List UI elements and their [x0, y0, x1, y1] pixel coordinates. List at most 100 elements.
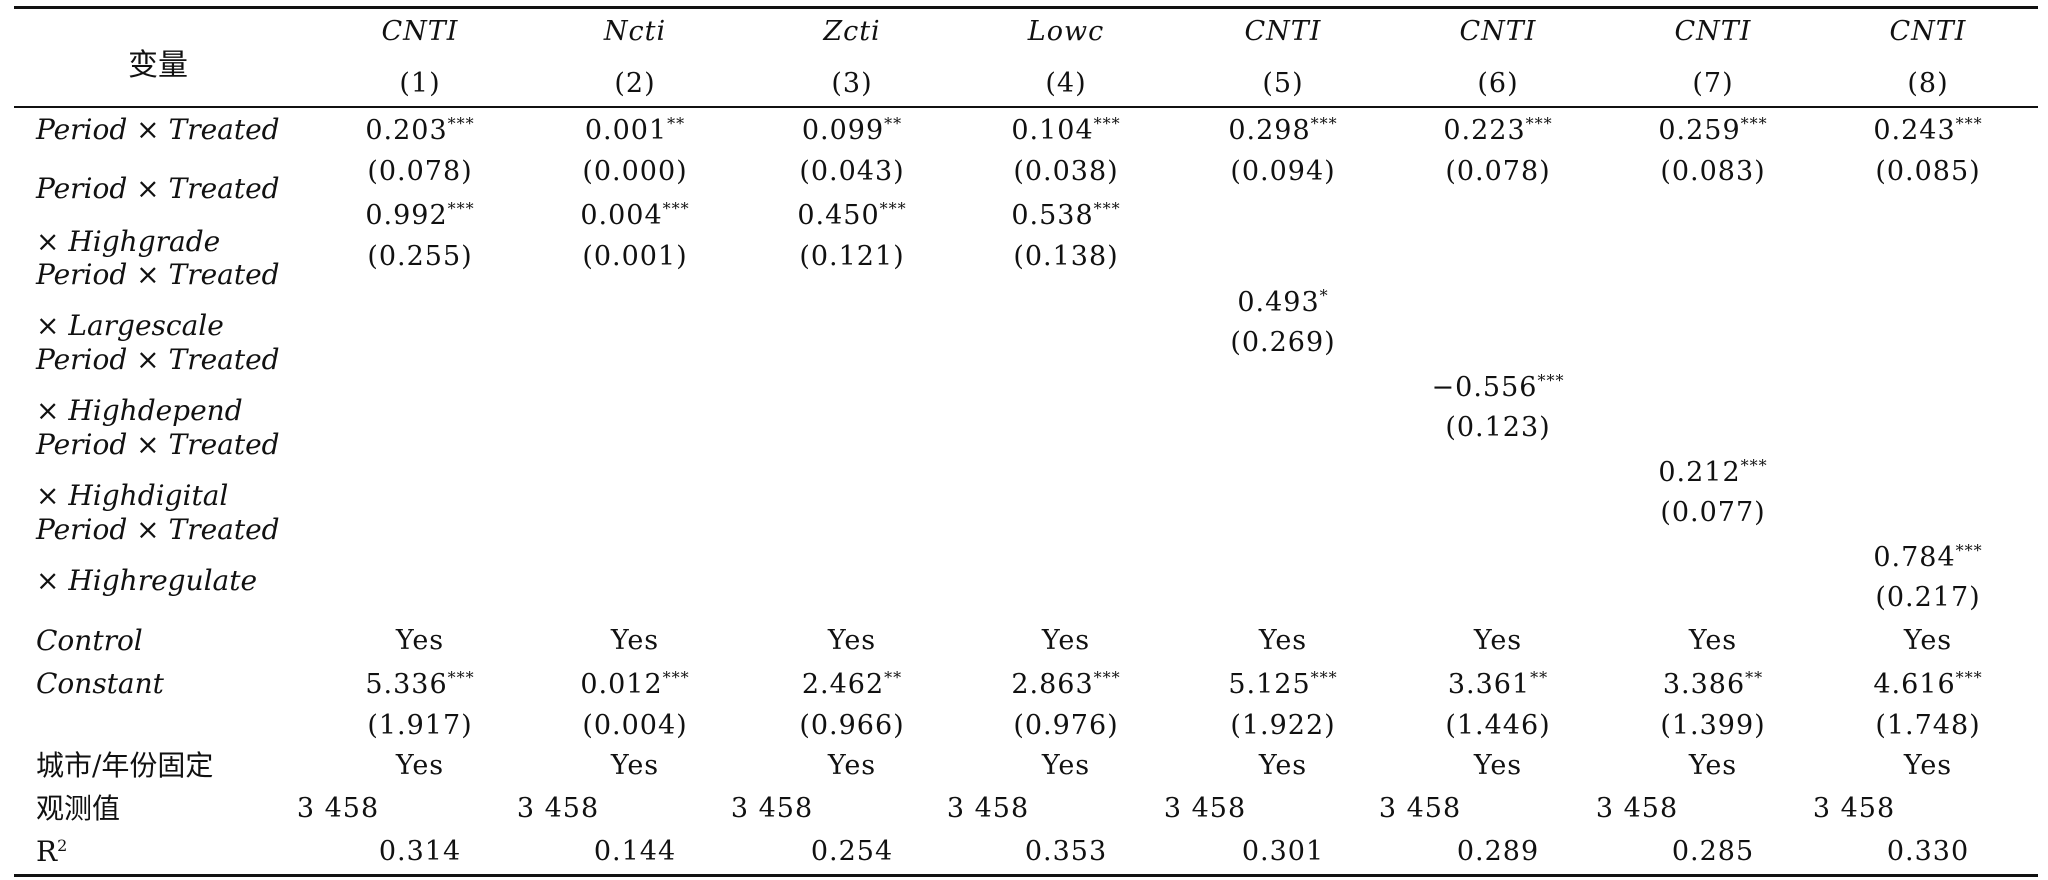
fixed-effects-8: Yes: [1904, 752, 1952, 779]
constant-se-3-value: (0.966): [799, 710, 905, 741]
row-label-highdigital-2: × Highdigital: [36, 479, 229, 512]
highgrade-coef-1-value: 0.992: [365, 200, 448, 231]
highregulate-coef-value: 0.784: [1873, 542, 1956, 573]
r2-1: 0.314: [379, 838, 461, 865]
highregulate-coef: 0.784***: [1873, 542, 1982, 573]
r2-7-value: 0.285: [1671, 836, 1755, 867]
observations-1: 3 458: [297, 795, 379, 822]
period-treated-coef-6-value: 0.223: [1443, 115, 1526, 146]
period-treated-se-8: (0.085): [1875, 158, 1980, 185]
col-header-num-2-value: (2): [614, 68, 656, 99]
constant-coef-4: 2.863***: [1011, 668, 1121, 699]
r2-1-value: 0.314: [378, 836, 462, 867]
period-treated-coef-4-stars: ***: [1093, 114, 1121, 133]
row-label-fixed-effects: 城市/年份固定: [36, 749, 214, 782]
observations-2: 3 458: [517, 795, 599, 822]
constant-coef-1-stars: ***: [447, 668, 475, 687]
constant-coef-3-stars: **: [884, 668, 903, 687]
r2-2: 0.144: [594, 838, 676, 865]
period-treated-coef-7-value: 0.259: [1658, 115, 1741, 146]
r2-8: 0.330: [1887, 838, 1969, 865]
observations-3-value: 3 458: [730, 793, 814, 824]
r2-7: 0.285: [1672, 838, 1754, 865]
constant-coef-2-value: 0.012: [580, 669, 663, 700]
control-5-value: Yes: [1258, 625, 1308, 656]
constant-se-7: (1.399): [1660, 712, 1765, 739]
constant-se-4: (0.976): [1013, 712, 1118, 739]
col-header-name-1: CNTI: [382, 18, 459, 45]
col-header-name-7-value: CNTI: [1674, 16, 1752, 47]
col-header-name-3-value: Zcti: [823, 16, 881, 47]
largescale-coef: 0.493*: [1237, 286, 1329, 317]
observations-4: 3 458: [947, 795, 1029, 822]
period-treated-se-7: (0.083): [1660, 158, 1765, 185]
col-header-name-6: CNTI: [1460, 18, 1537, 45]
row-label-highgrade-1: Period × Treated: [36, 172, 280, 205]
control-2: Yes: [611, 627, 659, 654]
period-treated-coef-8-value: 0.243: [1873, 115, 1956, 146]
highdigital-coef-value: 0.212: [1658, 457, 1741, 488]
col-header-name-2-value: Ncti: [603, 16, 667, 47]
period-treated-se-7-value: (0.083): [1660, 156, 1766, 187]
col-header-num-4: (4): [1045, 70, 1086, 97]
highgrade-se-2: (0.001): [582, 243, 687, 270]
period-treated-coef-1: 0.203***: [365, 114, 475, 145]
period-treated-coef-8-stars: ***: [1955, 114, 1983, 133]
row-label-r2: R2: [36, 838, 68, 866]
control-7-value: Yes: [1688, 625, 1738, 656]
highgrade-se-1: (0.255): [367, 243, 472, 270]
constant-se-6-value: (1.446): [1445, 710, 1551, 741]
period-treated-coef-5-stars: ***: [1310, 114, 1338, 133]
fixed-effects-4-value: Yes: [1041, 750, 1091, 781]
col-header-num-6: (6): [1477, 70, 1518, 97]
header-rule: [14, 106, 2038, 108]
largescale-coef-stars: *: [1319, 286, 1329, 305]
col-header-num-1: (1): [399, 70, 440, 97]
highgrade-coef-4-stars: ***: [1093, 199, 1121, 218]
highgrade-se-4-value: (0.138): [1013, 241, 1119, 272]
fixed-effects-3: Yes: [828, 752, 876, 779]
period-treated-coef-3-stars: **: [884, 114, 903, 133]
highgrade-coef-2: 0.004***: [580, 199, 690, 230]
col-header-num-7: (7): [1692, 70, 1733, 97]
constant-coef-6-stars: **: [1530, 668, 1549, 687]
highgrade-coef-2-stars: ***: [662, 199, 690, 218]
r2-3: 0.254: [811, 838, 893, 865]
col-header-name-8-value: CNTI: [1889, 16, 1967, 47]
col-header-name-4: Lowc: [1028, 18, 1104, 45]
fixed-effects-5-value: Yes: [1258, 750, 1308, 781]
period-treated-coef-5-value: 0.298: [1228, 115, 1311, 146]
row-label-constant: Constant: [36, 667, 164, 700]
col-header-name-6-value: CNTI: [1459, 16, 1537, 47]
col-header-num-6-value: (6): [1477, 68, 1519, 99]
constant-coef-3-value: 2.462: [801, 669, 885, 700]
period-treated-se-3: (0.043): [799, 158, 904, 185]
constant-se-3: (0.966): [799, 712, 904, 739]
row-label-highregulate-2: × Highregulate: [36, 564, 258, 597]
highdigital-se-value: (0.077): [1660, 497, 1766, 528]
col-header-num-3-value: (3): [831, 68, 873, 99]
constant-se-8: (1.748): [1875, 712, 1980, 739]
period-treated-coef-1-stars: ***: [447, 114, 475, 133]
col-header-name-8: CNTI: [1890, 18, 1967, 45]
fixed-effects-7-value: Yes: [1688, 750, 1738, 781]
row-label-largescale-1: Period × Treated: [36, 258, 280, 291]
constant-coef-7-value: 3.386: [1662, 669, 1746, 700]
period-treated-coef-5: 0.298***: [1228, 114, 1338, 146]
period-treated-coef-2: 0.001**: [585, 116, 685, 145]
row-label-highgrade-2: × Highgrade: [36, 225, 221, 258]
period-treated-coef-6: 0.223***: [1443, 114, 1553, 146]
constant-coef-5-value: 5.125: [1228, 669, 1311, 700]
col-header-name-2: Ncti: [604, 18, 666, 45]
period-treated-se-5: (0.094): [1230, 158, 1335, 185]
highdepend-coef-value: −0.556: [1431, 372, 1538, 403]
r2-5: 0.301: [1242, 838, 1324, 865]
period-treated-coef-6-stars: ***: [1525, 114, 1553, 133]
highdepend-se: (0.123): [1445, 414, 1550, 441]
control-1-value: Yes: [395, 625, 445, 656]
period-treated-coef-3: 0.099**: [802, 114, 903, 145]
observations-4-value: 3 458: [946, 793, 1030, 824]
observations-7: 3 458: [1596, 795, 1678, 822]
constant-coef-4-stars: ***: [1093, 668, 1121, 687]
period-treated-se-5-value: (0.094): [1230, 156, 1336, 187]
